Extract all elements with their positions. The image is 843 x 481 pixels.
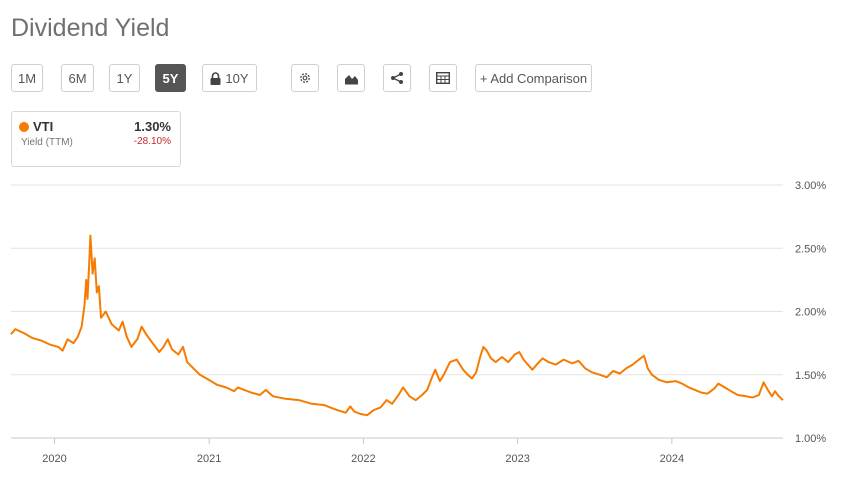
table-icon	[436, 72, 450, 84]
x-tick-label: 2023	[505, 453, 529, 465]
page-title: Dividend Yield	[11, 14, 170, 42]
legend-value: 1.30%	[134, 119, 171, 134]
x-tick-label: 2020	[42, 453, 66, 465]
range-10y-label: 10Y	[225, 70, 249, 86]
y-tick-label: 2.50%	[795, 243, 826, 255]
series-layer	[10, 234, 784, 417]
lock-icon	[210, 71, 221, 85]
x-tick-label: 2022	[351, 453, 375, 465]
range-5y-button[interactable]: 5Y	[155, 64, 186, 92]
chart-type-button[interactable]	[337, 64, 365, 92]
x-tick-label: 2021	[197, 453, 221, 465]
add-comparison-button[interactable]: + Add Comparison	[475, 64, 592, 92]
share-icon	[391, 72, 403, 84]
legend-ticker: VTI	[33, 119, 54, 134]
range-1y-button[interactable]: 1Y	[109, 64, 140, 92]
legend-change: -28.10%	[133, 136, 171, 147]
y-tick-label: 2.00%	[795, 307, 826, 319]
share-button[interactable]	[383, 64, 411, 92]
table-view-button[interactable]	[429, 64, 457, 92]
series-color-dot	[19, 122, 29, 132]
series-line-vti[interactable]	[10, 234, 784, 417]
chart-toolbar: 1M 6M 1Y 5Y 10Y + Add C	[11, 64, 843, 92]
x-tick-label: 2024	[660, 453, 684, 465]
x-axis: 2020 2021 2022 2023 2024	[42, 438, 684, 465]
range-6m-button[interactable]: 6M	[61, 64, 94, 92]
gear-icon	[300, 73, 310, 83]
range-1m-button[interactable]: 1M	[11, 64, 43, 92]
settings-button[interactable]	[291, 64, 319, 92]
y-axis: 1.00% 1.50% 2.00% 2.50% 3.00%	[795, 180, 826, 445]
y-tick-label: 3.00%	[795, 180, 826, 192]
range-10y-button[interactable]: 10Y	[202, 64, 257, 92]
y-tick-label: 1.00%	[795, 433, 826, 445]
legend-sub-label: Yield (TTM)	[21, 137, 73, 148]
y-tick-label: 1.50%	[795, 370, 826, 382]
chart-type-icon	[344, 74, 358, 84]
grid-lines	[11, 184, 783, 439]
series-legend: VTI 1.30% Yield (TTM) -28.10%	[11, 111, 181, 167]
